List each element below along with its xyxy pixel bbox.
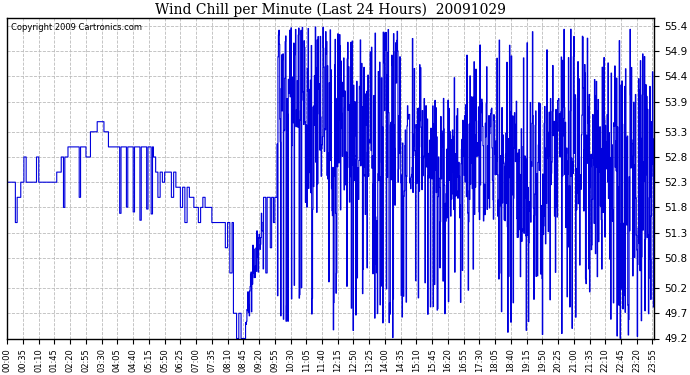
Text: Copyright 2009 Cartronics.com: Copyright 2009 Cartronics.com (10, 23, 141, 32)
Title: Wind Chill per Minute (Last 24 Hours)  20091029: Wind Chill per Minute (Last 24 Hours) 20… (155, 3, 506, 17)
